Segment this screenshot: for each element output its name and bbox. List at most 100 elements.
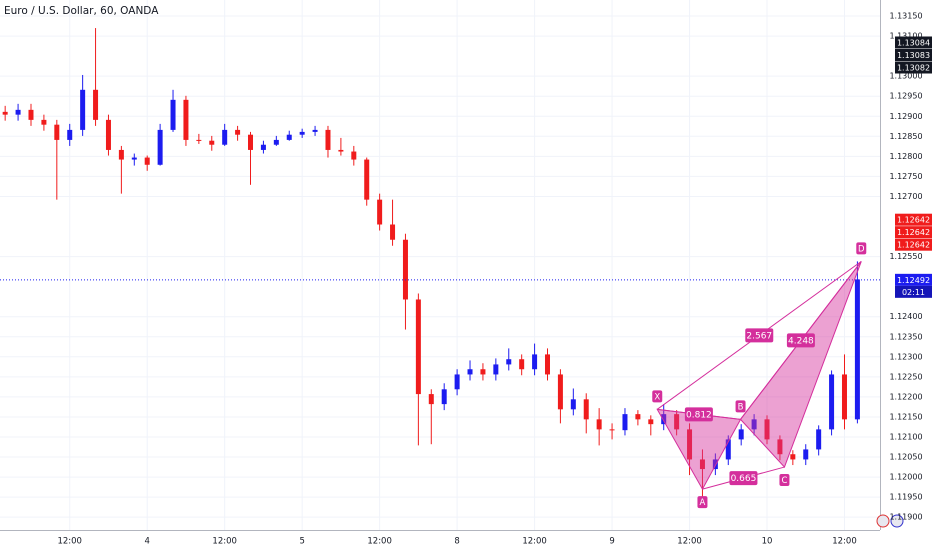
y-tick-label: 1.12100 <box>889 432 922 441</box>
y-tick-label: 1.12000 <box>889 473 922 482</box>
ratio-box <box>729 471 758 486</box>
y-tick-label: 1.13000 <box>889 72 922 81</box>
candle-body <box>532 354 538 370</box>
ratio-box <box>745 328 774 343</box>
candle-body <box>299 131 305 135</box>
candle-body <box>854 279 860 420</box>
candle-body <box>648 419 654 425</box>
y-tick-label: 1.12800 <box>889 152 922 161</box>
flag-icon <box>890 514 904 528</box>
candle-body <box>377 199 383 225</box>
candle-body <box>699 459 705 470</box>
ratio-label: 0.812 <box>686 410 712 420</box>
candle-body <box>209 140 215 145</box>
candle-body <box>661 414 667 425</box>
y-tick-label: 1.12200 <box>889 392 922 401</box>
price-label-box <box>895 61 932 74</box>
price-label: 1.12642 <box>897 216 930 225</box>
candle-body <box>157 129 163 165</box>
candle-body <box>674 414 680 430</box>
candle-body <box>325 129 331 150</box>
x-tick-label: 12:00 <box>522 537 547 547</box>
y-tick-label: 1.12250 <box>889 372 922 381</box>
candle-body <box>183 99 189 140</box>
price-label: 1.13082 <box>897 63 930 72</box>
x-tick-label: 12:00 <box>677 537 702 547</box>
candle-body <box>596 419 602 430</box>
y-tick-label: 1.12900 <box>889 112 922 121</box>
candle-body <box>286 134 292 140</box>
candle-body <box>712 459 718 470</box>
price-label: 1.13084 <box>897 38 930 47</box>
point-box <box>779 474 790 487</box>
y-tick-label: 1.12750 <box>889 172 922 181</box>
x-tick-label: 12:00 <box>57 537 82 547</box>
candle-body <box>196 139 202 141</box>
countdown-box <box>895 285 932 298</box>
ratio-box <box>684 407 713 422</box>
candle-body <box>506 359 512 365</box>
x-tick-label: 8 <box>454 537 459 547</box>
x-tick-label: 12:00 <box>832 537 857 547</box>
y-tick-label: 1.12850 <box>889 132 922 141</box>
candle-body <box>131 157 137 160</box>
candle-body <box>519 359 525 370</box>
y-tick-label: 1.12550 <box>889 252 922 261</box>
candle-body <box>170 99 176 130</box>
y-tick-label: 1.11900 <box>889 513 922 522</box>
y-tick-label: 1.12400 <box>889 312 922 321</box>
price-label-box <box>895 238 932 251</box>
point-label: A <box>700 498 706 508</box>
price-label-box <box>895 213 932 226</box>
candle-body <box>402 239 408 300</box>
last-price-label: 1.12492 <box>897 276 930 285</box>
candle-body <box>441 389 447 405</box>
price-label-box <box>895 226 932 239</box>
candle-body <box>467 369 473 375</box>
y-tick-label: 1.13100 <box>889 32 922 41</box>
candle-body <box>764 419 770 440</box>
y-tick-label: 1.12300 <box>889 352 922 361</box>
point-box <box>697 496 708 509</box>
y-tick-label: 1.12950 <box>889 92 922 101</box>
x-tick-label: 12:00 <box>212 537 237 547</box>
ratio-label: 0.665 <box>731 474 757 484</box>
x-tick-label: 12:00 <box>367 537 392 547</box>
last-price-box <box>895 273 932 286</box>
candle-body <box>312 129 318 132</box>
candle-body <box>105 119 111 150</box>
candle-body <box>144 157 150 165</box>
candle-body <box>609 429 615 431</box>
candle-body <box>777 439 783 455</box>
candle-body <box>93 89 99 120</box>
candle-body <box>493 364 499 375</box>
y-tick-label: 1.12700 <box>889 192 922 201</box>
point-label: X <box>654 392 660 402</box>
candle-body <box>790 454 796 460</box>
x-tick-label: 10 <box>762 537 773 547</box>
candle-body <box>390 224 396 240</box>
chart-title: Euro / U.S. Dollar, 60, OANDA <box>4 5 159 17</box>
point-label: D <box>858 244 865 254</box>
candle-body <box>751 419 757 430</box>
point-label: B <box>738 402 744 412</box>
candle-body <box>351 151 357 160</box>
candle-body <box>222 129 228 145</box>
y-tick-label: 1.12150 <box>889 412 922 421</box>
candle-body <box>803 449 809 460</box>
candle-body <box>28 109 34 120</box>
overlay: 0.812 0.665 2.567 4.248 X A B C D <box>0 242 880 509</box>
price-label: 1.12642 <box>897 228 930 237</box>
point-label: C <box>781 476 787 486</box>
candle-body <box>635 414 641 420</box>
flag-icon <box>876 514 890 528</box>
price-label-box <box>895 48 932 61</box>
y-tick-label: 1.12050 <box>889 453 922 462</box>
candle-body <box>544 354 550 375</box>
candle-body <box>54 124 60 140</box>
x-tick-label: 9 <box>609 537 614 547</box>
candle-body <box>2 111 8 115</box>
candle-body <box>338 149 344 152</box>
